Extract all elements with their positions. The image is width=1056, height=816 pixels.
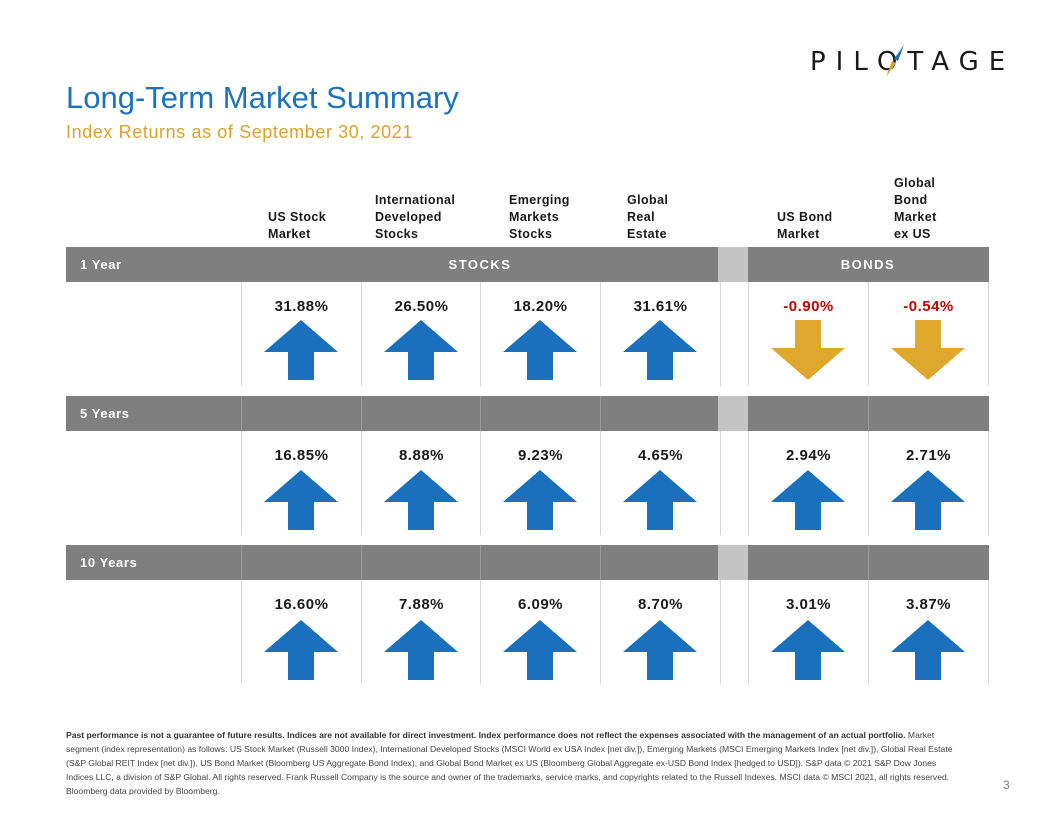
group-gap: [718, 247, 748, 282]
logo-text: PILOTAGE: [810, 47, 1016, 77]
return-value: 3.87%: [905, 596, 952, 613]
page-title: Long-Term Market Summary: [66, 80, 459, 115]
grid-line: [988, 431, 989, 535]
grid-line: [720, 431, 721, 535]
period-label: 10 Years: [80, 555, 138, 570]
band-divider: [480, 545, 481, 580]
band-divider: [361, 396, 362, 431]
group-gap: [718, 396, 748, 431]
grid-line: [600, 431, 601, 535]
grid-line: [600, 282, 601, 386]
up-arrow-icon: [771, 620, 845, 680]
grid-line: [868, 580, 869, 684]
grid-line: [748, 431, 749, 535]
band-divider: [241, 396, 242, 431]
grid-line: [868, 431, 869, 535]
column-header: Global Bond Market ex US: [894, 176, 937, 241]
period-band-5-years: 5 Years: [66, 396, 989, 431]
grid-line: [241, 580, 242, 684]
return-value: 6.09%: [517, 596, 564, 613]
down-arrow-icon: [771, 320, 845, 380]
band-divider: [480, 396, 481, 431]
up-arrow-icon: [384, 320, 458, 380]
stocks-group-label: STOCKS: [448, 257, 512, 272]
up-arrow-icon: [623, 470, 697, 530]
return-value: 2.94%: [785, 447, 832, 464]
up-arrow-icon: [891, 620, 965, 680]
return-value: 18.20%: [513, 298, 568, 315]
return-value: 3.01%: [785, 596, 832, 613]
band-divider: [600, 545, 601, 580]
column-header: Emerging Markets Stocks: [509, 193, 570, 241]
column-header: US Bond Market: [777, 210, 833, 241]
grid-line: [748, 580, 749, 684]
up-arrow-icon: [623, 620, 697, 680]
grid-line: [748, 282, 749, 386]
column-header: US Stock Market: [268, 210, 327, 241]
return-value: 2.71%: [905, 447, 952, 464]
column-header: Global Real Estate: [627, 193, 669, 241]
grid-line: [361, 282, 362, 386]
compass-needle-icon: [886, 45, 904, 77]
grid-line: [600, 580, 601, 684]
disclosure-text: Market segment (index representation) as…: [66, 730, 953, 796]
column-header: International Developed Stocks: [375, 193, 456, 241]
grid-line: [988, 580, 989, 684]
up-arrow-icon: [264, 320, 338, 380]
grid-line: [241, 282, 242, 386]
grid-line: [480, 282, 481, 386]
return-value: -0.90%: [783, 298, 834, 315]
band-divider: [361, 545, 362, 580]
up-arrow-icon: [384, 620, 458, 680]
grid-line: [480, 431, 481, 535]
group-gap: [718, 545, 748, 580]
grid-line: [720, 282, 721, 386]
up-arrow-icon: [623, 320, 697, 380]
up-arrow-icon: [891, 470, 965, 530]
return-value: 8.70%: [637, 596, 684, 613]
up-arrow-icon: [503, 620, 577, 680]
up-arrow-icon: [264, 470, 338, 530]
return-value: 31.61%: [633, 298, 688, 315]
up-arrow-icon: [771, 470, 845, 530]
pilotage-logo: PILOTAGE: [810, 42, 1015, 82]
page-subtitle: Index Returns as of September 30, 2021: [66, 122, 414, 142]
bonds-group-label: BONDS: [840, 257, 896, 272]
return-value: 26.50%: [394, 298, 449, 315]
up-arrow-icon: [503, 470, 577, 530]
grid-line: [720, 580, 721, 684]
grid-line: [361, 431, 362, 535]
return-value: 16.85%: [274, 447, 329, 464]
band-divider: [868, 545, 869, 580]
band-divider: [241, 545, 242, 580]
period-label: 5 Years: [80, 406, 130, 421]
return-value: 9.23%: [517, 447, 564, 464]
return-value: 31.88%: [274, 298, 329, 315]
return-value: 4.65%: [637, 447, 684, 464]
disclosure-bold: Past performance is not a guarantee of f…: [66, 730, 906, 740]
disclosure-footnote: Past performance is not a guarantee of f…: [66, 728, 956, 798]
period-label: 1 Year: [80, 257, 122, 272]
grid-line: [868, 282, 869, 386]
band-divider: [600, 396, 601, 431]
grid-line: [241, 431, 242, 535]
grid-line: [361, 580, 362, 684]
up-arrow-icon: [503, 320, 577, 380]
return-value: 16.60%: [274, 596, 329, 613]
page-number: 3: [1003, 778, 1010, 792]
grid-line: [988, 282, 989, 386]
return-value: -0.54%: [903, 298, 954, 315]
period-band-1-year: 1 Year STOCKS BONDS: [66, 247, 989, 282]
period-band-10-years: 10 Years: [66, 545, 989, 580]
band-divider: [868, 396, 869, 431]
down-arrow-icon: [891, 320, 965, 380]
up-arrow-icon: [264, 620, 338, 680]
grid-line: [480, 580, 481, 684]
up-arrow-icon: [384, 470, 458, 530]
return-value: 7.88%: [398, 596, 445, 613]
return-value: 8.88%: [398, 447, 445, 464]
